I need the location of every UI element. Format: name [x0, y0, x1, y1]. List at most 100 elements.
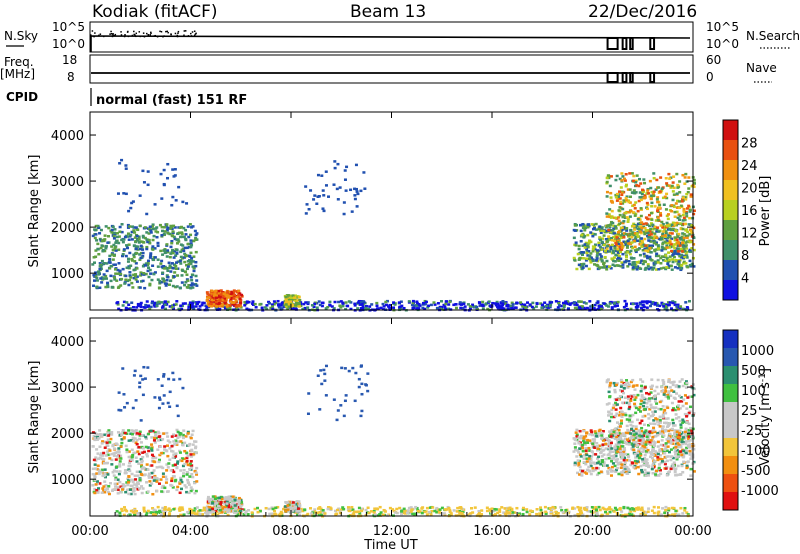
freq-gap: [649, 72, 656, 83]
data-pixel: [118, 470, 122, 473]
data-pixel: [151, 429, 155, 433]
data-pixel: [669, 242, 673, 246]
data-pixel: [659, 262, 663, 265]
ytick-label: 3000: [51, 175, 84, 190]
data-pixel: [111, 488, 115, 491]
data-pixel: [244, 510, 248, 513]
data-pixel: [166, 444, 170, 447]
data-pixel: [92, 284, 96, 288]
data-pixel: [138, 194, 142, 197]
data-pixel: [165, 431, 169, 435]
data-pixel: [217, 302, 221, 306]
data-pixel: [682, 216, 686, 220]
data-pixel: [686, 230, 690, 234]
data-pixel: [384, 303, 388, 307]
data-pixel: [652, 262, 656, 265]
data-pixel: [623, 461, 627, 465]
data-pixel: [313, 194, 317, 197]
data-pixel: [122, 506, 126, 509]
data-pixel: [671, 245, 675, 248]
data-pixel: [581, 222, 585, 226]
data-pixel: [338, 186, 342, 189]
data-pixel: [612, 251, 616, 254]
data-pixel: [289, 506, 293, 509]
data-pixel: [224, 293, 228, 296]
data-pixel: [97, 472, 101, 476]
data-pixel: [628, 233, 632, 237]
data-pixel: [132, 429, 136, 433]
data-pixel: [140, 485, 144, 488]
data-pixel: [550, 507, 554, 511]
data-pixel: [180, 231, 184, 234]
data-pixel: [157, 482, 161, 485]
data-pixel: [650, 194, 654, 197]
data-pixel: [673, 266, 677, 269]
data-pixel: [253, 507, 257, 511]
data-pixel: [161, 451, 165, 455]
data-pixel: [403, 512, 407, 515]
data-pixel: [624, 470, 628, 473]
data-pixel: [320, 174, 324, 177]
data-pixel: [133, 507, 137, 511]
data-pixel: [169, 469, 173, 472]
data-pixel: [588, 439, 592, 442]
data-pixel: [234, 305, 238, 308]
data-pixel: [116, 486, 120, 489]
data-pixel: [680, 464, 684, 468]
data-pixel: [173, 237, 177, 241]
data-pixel: [198, 509, 202, 512]
data-pixel: [135, 481, 139, 484]
data-pixel: [595, 263, 599, 267]
data-pixel: [221, 507, 225, 510]
data-pixel: [106, 281, 110, 285]
data-pixel: [173, 303, 177, 306]
data-pixel: [190, 226, 194, 229]
data-pixel: [98, 286, 102, 290]
data-pixel: [638, 191, 642, 194]
data-pixel: [562, 305, 566, 309]
data-pixel: [118, 434, 122, 437]
data-pixel: [617, 242, 621, 246]
data-pixel: [643, 194, 647, 197]
data-pixel: [173, 479, 177, 483]
data-pixel: [405, 511, 409, 515]
data-pixel: [388, 306, 392, 310]
data-pixel: [646, 265, 650, 268]
data-pixel: [574, 431, 578, 434]
data-pixel: [180, 487, 184, 491]
data-pixel: [621, 175, 625, 178]
data-pixel: [564, 300, 568, 303]
data-pixel: [159, 262, 163, 265]
data-pixel: [679, 268, 683, 272]
data-pixel: [215, 294, 219, 297]
data-pixel: [95, 438, 99, 441]
data-pixel: [631, 204, 635, 207]
data-pixel: [654, 261, 658, 264]
data-pixel: [690, 246, 694, 250]
data-pixel: [605, 259, 609, 263]
data-pixel: [112, 263, 116, 267]
data-pixel: [100, 434, 104, 438]
data-pixel: [623, 260, 627, 264]
data-pixel: [165, 243, 169, 246]
data-pixel: [156, 258, 160, 261]
data-pixel: [92, 273, 96, 277]
nsky-point: [193, 30, 196, 32]
data-pixel: [178, 449, 182, 453]
data-pixel: [98, 432, 102, 436]
data-pixel: [689, 457, 693, 460]
data-pixel: [108, 254, 112, 258]
colorbar-swatch: [723, 120, 738, 140]
data-pixel: [618, 245, 622, 249]
data-pixel: [685, 207, 689, 210]
data-pixel: [645, 301, 649, 305]
data-pixel: [692, 265, 696, 268]
data-pixel: [602, 243, 606, 247]
data-pixel: [649, 186, 653, 190]
data-pixel: [624, 513, 628, 517]
data-pixel: [286, 501, 290, 504]
data-pixel: [127, 303, 131, 307]
data-pixel: [676, 183, 680, 187]
data-pixel: [607, 456, 611, 460]
data-pixel: [543, 505, 547, 509]
